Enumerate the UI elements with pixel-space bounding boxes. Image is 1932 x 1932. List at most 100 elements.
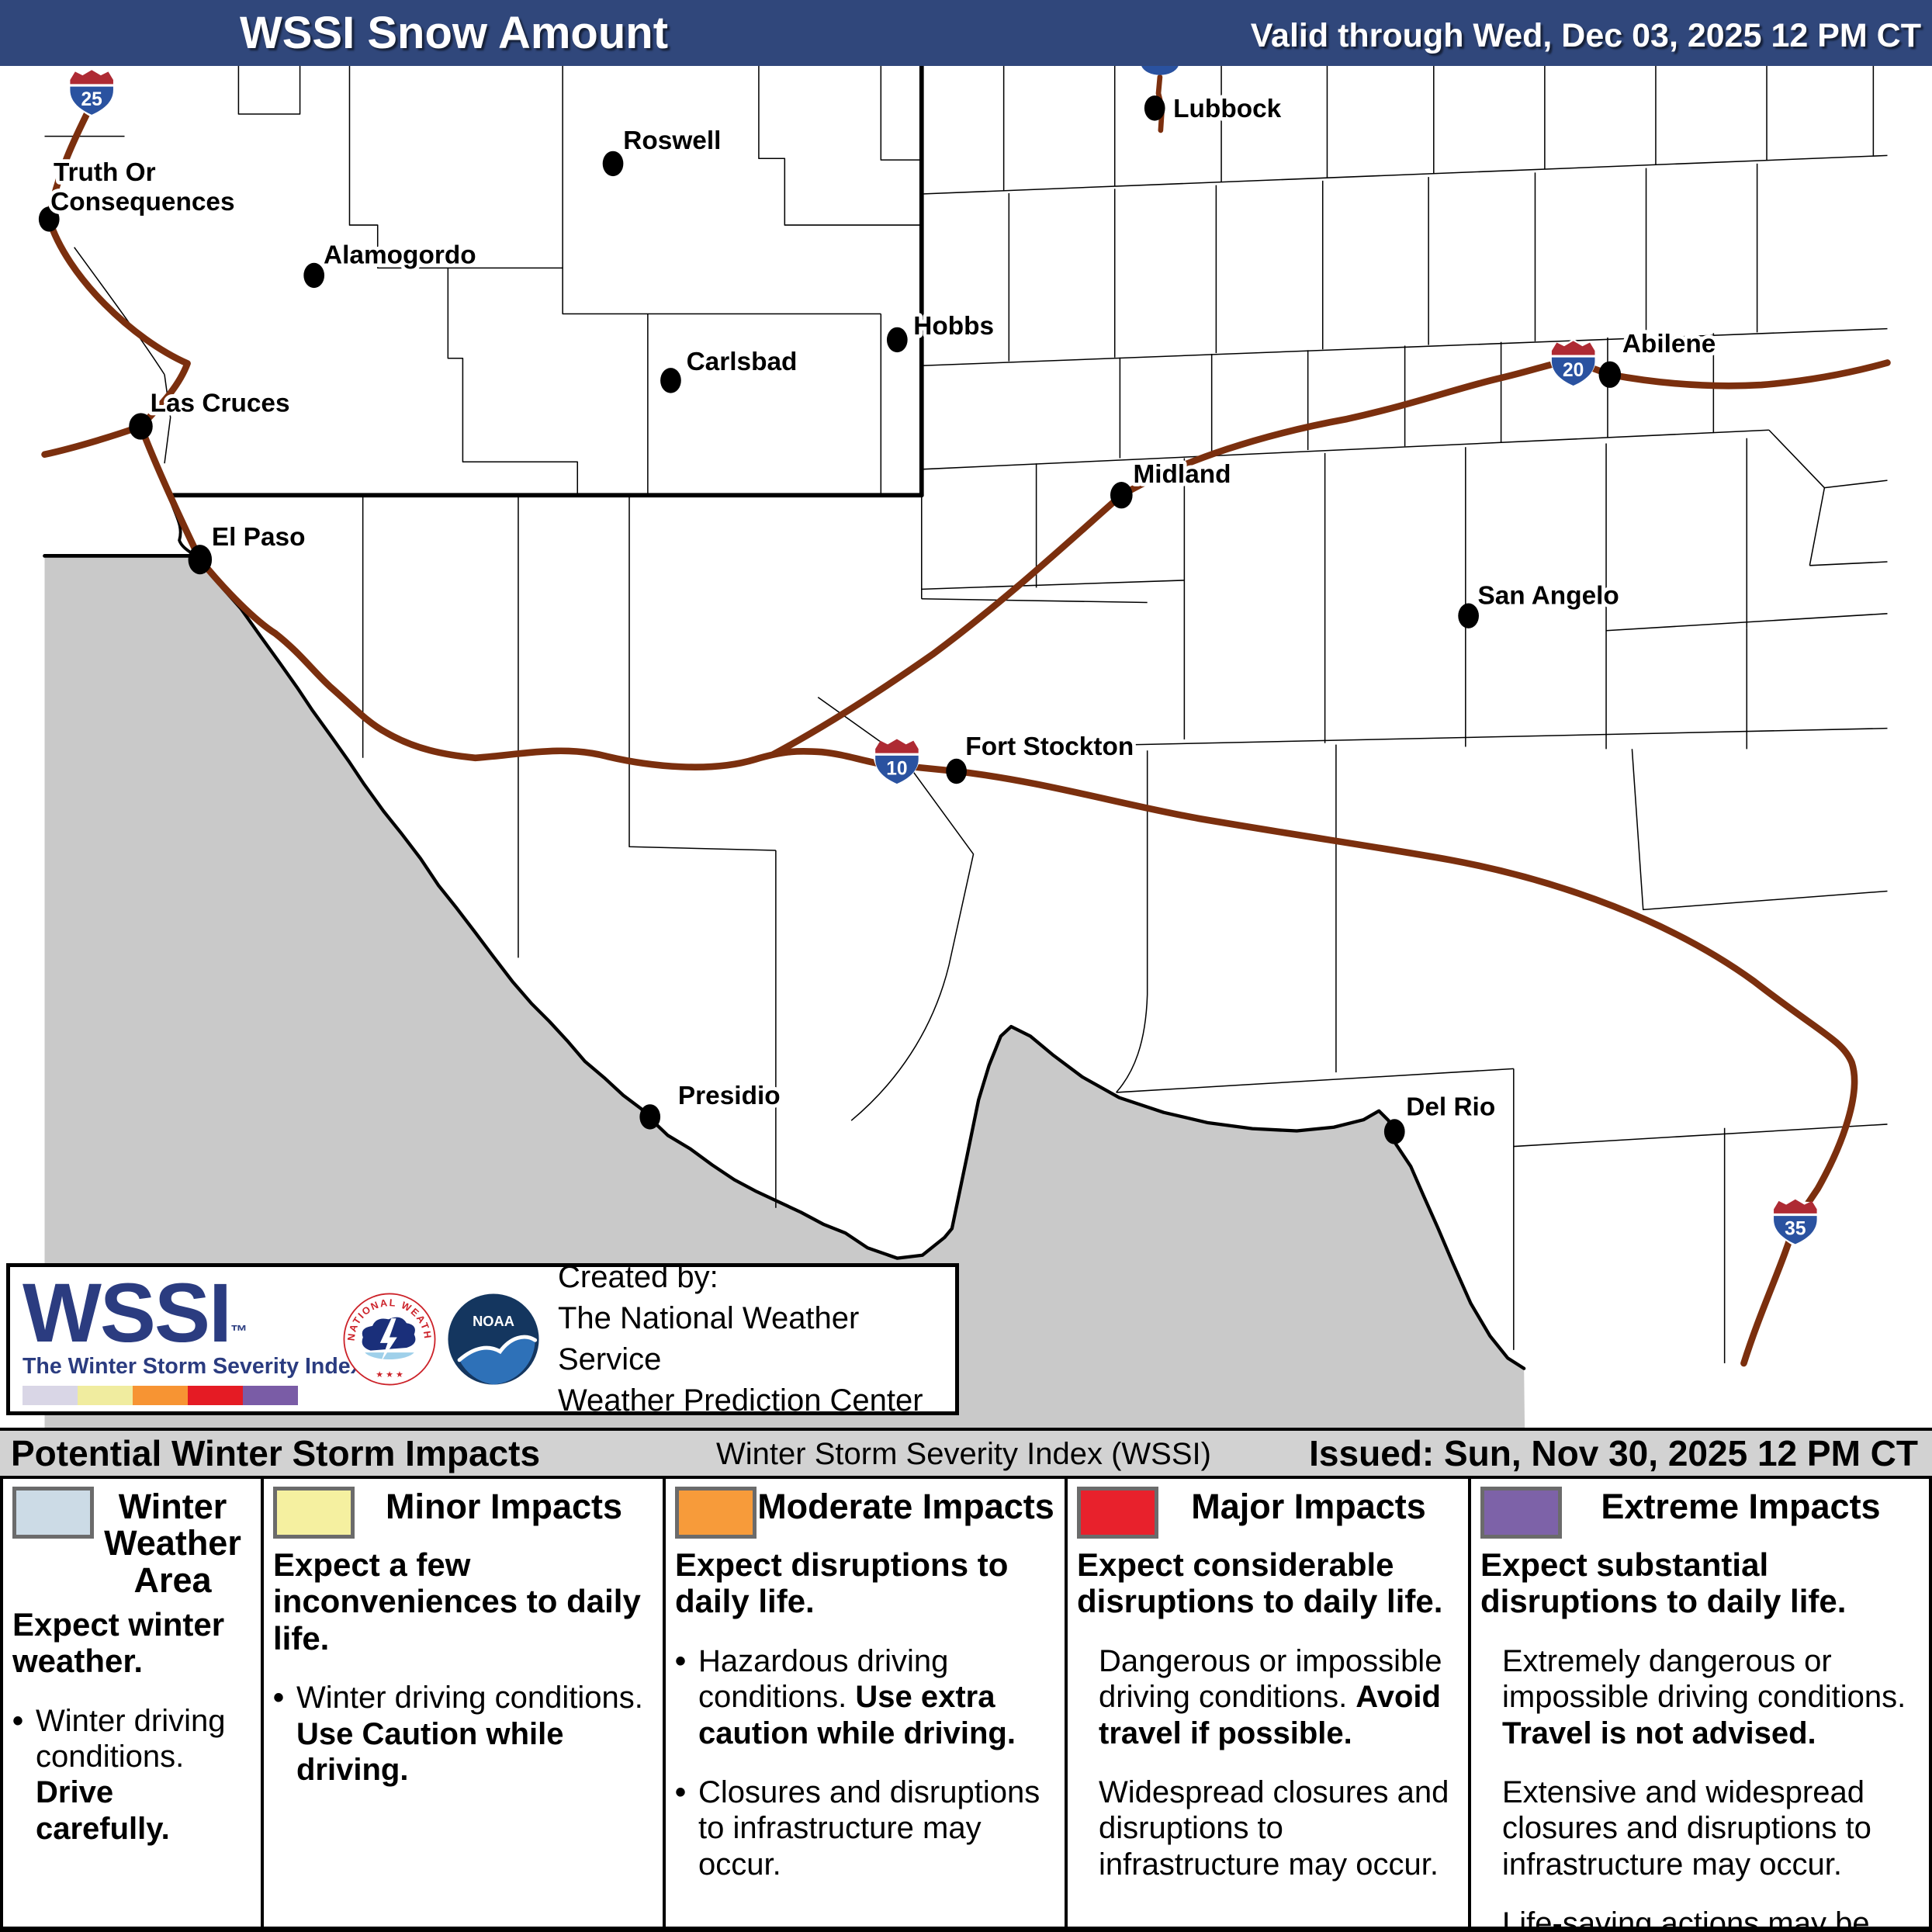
- city-marker: [639, 1104, 661, 1130]
- legend-heading: Winter Weather Area: [104, 1487, 241, 1600]
- noaa-logo-icon: NOAA: [448, 1293, 539, 1385]
- svg-text:★ ★ ★: ★ ★ ★: [376, 1370, 403, 1380]
- i20-highway: [770, 358, 1891, 758]
- city-carlsbad: Carlsbad: [660, 344, 801, 393]
- legend-item: • Winter driving conditions. Drive caref…: [12, 1703, 226, 1846]
- city-el-paso: El Paso: [188, 519, 309, 575]
- legend-heading: Moderate Impacts: [757, 1487, 1054, 1526]
- page-title: WSSI Snow Amount: [239, 8, 669, 58]
- svg-text:NOAA: NOAA: [473, 1313, 514, 1329]
- county-lines: [44, 66, 1888, 1364]
- legend-heading: Major Impacts: [1191, 1487, 1426, 1526]
- legend-lead: Expect disruptions to daily life.: [675, 1546, 1009, 1620]
- header-bar: WSSI Snow Amount Valid through Wed, Dec …: [0, 0, 1932, 66]
- extreme-impacts-swatch: [1480, 1487, 1562, 1539]
- impacts-bar-title: Potential Winter Storm Impacts: [11, 1433, 541, 1473]
- legend-lead: Expect a few inconveniences to daily lif…: [273, 1546, 641, 1657]
- city-san-angelo: San Angelo: [1458, 578, 1623, 628]
- legend-lead: Expect considerable disruptions to daily…: [1077, 1546, 1443, 1620]
- valid-through-text: Valid through Wed, Dec 03, 2025 12 PM CT: [1250, 17, 1921, 54]
- legend-item: Life-saving actions may be needed.: [1502, 1906, 1870, 1932]
- state-borders: [43, 66, 1526, 1370]
- city-marker: [660, 368, 681, 393]
- svg-text:Del Rio: Del Rio: [1406, 1092, 1495, 1121]
- svg-text:20: 20: [1563, 360, 1584, 381]
- wssi-attribution-box: WSSI™ The Winter Storm Severity Index NA…: [6, 1260, 959, 1418]
- i10-west-highway: [41, 423, 144, 459]
- bullet-icon: •: [273, 1681, 285, 1716]
- interstate-25-shield: 25: [68, 68, 116, 118]
- city-hobbs: Hobbs: [886, 308, 998, 353]
- svg-text:Presidio: Presidio: [678, 1082, 781, 1110]
- svg-text:Consequences: Consequences: [50, 188, 234, 216]
- wssi-logo: WSSI™ The Winter Storm Severity Index: [23, 1270, 362, 1406]
- city-marker: [1458, 603, 1479, 628]
- outside-us-region: [44, 556, 1525, 1428]
- city-marker: [1598, 361, 1622, 388]
- legend-item: Widespread closures and disruptions to i…: [1099, 1775, 1449, 1882]
- legend-heading: Minor Impacts: [385, 1487, 623, 1526]
- major-impacts-swatch: [1077, 1487, 1158, 1539]
- legend-column-winter-weather-area: Winter Weather Area Expect winter weathe…: [3, 1479, 261, 1932]
- svg-text:San Angelo: San Angelo: [1477, 581, 1619, 610]
- created-by-text: Created by: The National Weather Service…: [558, 1260, 923, 1418]
- i10-highway: [196, 556, 1858, 1367]
- legend-item: • Winter driving conditions. Use Caution…: [273, 1681, 643, 1788]
- svg-text:Fort Stockton: Fort Stockton: [965, 732, 1134, 761]
- city-alamogordo: Alamogordo: [303, 237, 480, 289]
- city-marker: [1144, 95, 1165, 121]
- city-marker: [1383, 1119, 1405, 1144]
- scale-swatch: [78, 1386, 133, 1406]
- city-marker: [602, 151, 624, 177]
- legend-item: Extremely dangerous or impossible drivin…: [1502, 1643, 1906, 1750]
- legend-item: • Closures and disruptions to infrastruc…: [675, 1775, 1040, 1882]
- legend-item: Extensive and widespread closures and di…: [1502, 1775, 1871, 1882]
- svg-text:El Paso: El Paso: [212, 523, 306, 552]
- impacts-bar-subtitle: Winter Storm Severity Index (WSSI): [716, 1437, 1211, 1471]
- bullet-icon: •: [12, 1703, 24, 1738]
- scale-swatch: [133, 1386, 188, 1406]
- city-abilene: Abilene: [1598, 326, 1719, 388]
- legend-lead: Expect winter weather.: [12, 1605, 225, 1680]
- svg-text:10: 10: [886, 758, 907, 779]
- svg-text:Lubbock: Lubbock: [1173, 95, 1281, 123]
- moderate-impacts-swatch: [675, 1487, 757, 1539]
- i10-lc-ep-highway: [137, 423, 204, 563]
- city-midland: Midland: [1110, 456, 1234, 509]
- legend-item: Dangerous or impossible driving conditio…: [1099, 1643, 1442, 1750]
- city-del-rio: Del Rio: [1383, 1089, 1499, 1144]
- impacts-legend: Winter Weather Area Expect winter weathe…: [0, 1479, 1932, 1932]
- city-presidio: Presidio: [639, 1078, 784, 1130]
- svg-text:Las Cruces: Las Cruces: [151, 389, 290, 417]
- svg-text:Hobbs: Hobbs: [913, 312, 994, 341]
- nws-logo-icon: NATIONAL WEATHER SERVICE ★ ★ ★: [342, 1292, 436, 1386]
- legend-column-minor-impacts: Minor Impacts Expect a few inconvenience…: [261, 1479, 663, 1932]
- bullet-icon: •: [675, 1775, 687, 1810]
- legend-column-major-impacts: Major Impacts Expect considerable disrup…: [1065, 1479, 1468, 1932]
- city-marker: [303, 262, 325, 289]
- interstate-35-shield: 35: [1771, 1196, 1819, 1247]
- bullet-icon: •: [675, 1643, 687, 1678]
- winter-weather-area-swatch: [12, 1487, 94, 1539]
- svg-text:Truth Or: Truth Or: [54, 158, 156, 187]
- scale-swatch: [188, 1386, 243, 1406]
- interstate-20-shield: 20: [1549, 338, 1598, 389]
- city-marker: [129, 413, 153, 440]
- legend-heading: Extreme Impacts: [1601, 1487, 1881, 1526]
- city-marker: [886, 327, 908, 353]
- minor-impacts-swatch: [273, 1487, 355, 1539]
- city-lubbock: Lubbock: [1144, 91, 1285, 127]
- scale-swatch: [23, 1386, 78, 1406]
- svg-text:25: 25: [81, 89, 102, 110]
- city-roswell: Roswell: [602, 123, 725, 177]
- interstate-10-shield: 10: [872, 736, 921, 787]
- weather-map: 25 20 10 35 Truth Or Consequences: [38, 66, 1891, 1428]
- svg-text:Alamogordo: Alamogordo: [324, 241, 476, 270]
- i25-highway: [45, 103, 191, 430]
- legend-column-extreme-impacts: Extreme Impacts Expect substantial disru…: [1468, 1479, 1929, 1932]
- svg-text:Roswell: Roswell: [623, 126, 721, 155]
- city-las-cruces: Las Cruces: [129, 386, 293, 440]
- svg-text:Carlsbad: Carlsbad: [687, 348, 798, 376]
- city-marker: [1110, 482, 1133, 509]
